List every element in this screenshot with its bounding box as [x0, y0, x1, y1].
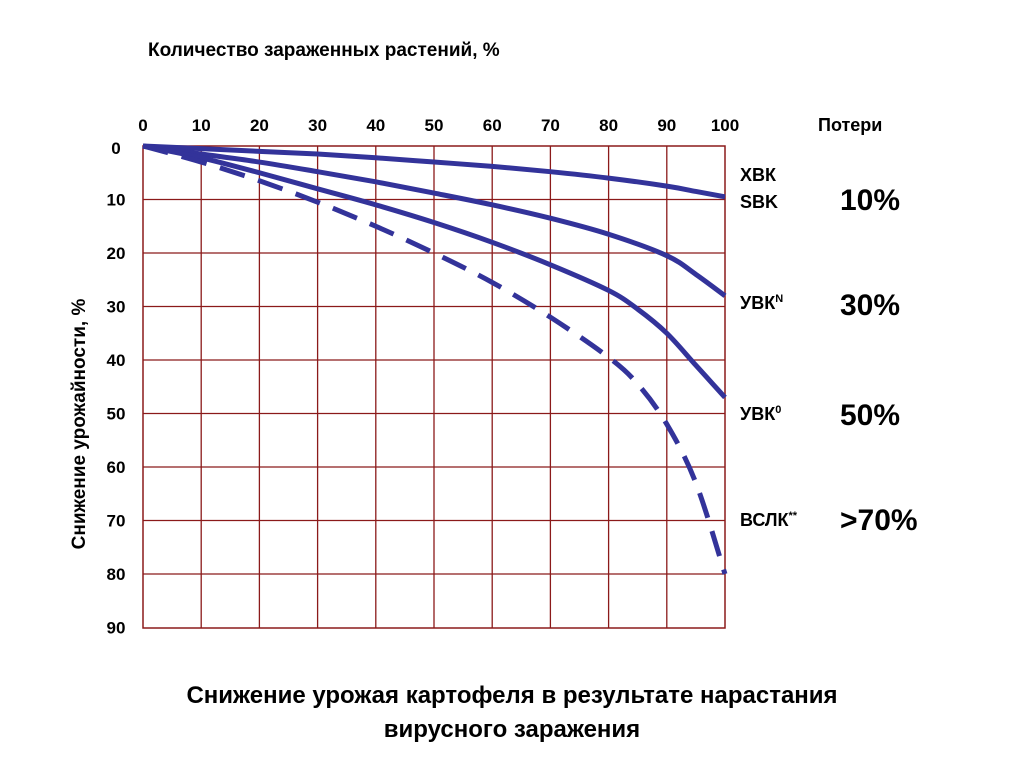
x-tick-label: 70 — [541, 116, 560, 135]
x-tick-label: 30 — [308, 116, 327, 135]
chart-title-line2: вирусного заражения — [384, 716, 640, 743]
loss-value: 10% — [840, 184, 900, 217]
series-label: SBK — [740, 192, 778, 212]
loss-value: >70% — [840, 504, 918, 537]
x-tick-label: 90 — [657, 116, 676, 135]
series-label: ВСЛК** — [740, 510, 798, 530]
series-labels: ХВК SBK 10% УВКN 30% УВК0 50% ВСЛК** >70% — [740, 165, 918, 537]
x-tick-labels: 0 10 20 30 40 50 60 70 80 90 100 — [138, 116, 739, 135]
y-axis-label: Снижение урожайности, % — [69, 299, 90, 550]
y-tick-label: 40 — [107, 351, 126, 370]
losses-header: Потери — [818, 115, 882, 135]
y-tick-label: 60 — [107, 458, 126, 477]
x-tick-label: 0 — [138, 116, 147, 135]
y-tick-label: 20 — [107, 244, 126, 263]
x-tick-label: 80 — [599, 116, 618, 135]
y-tick-label: 70 — [107, 512, 126, 531]
loss-value: 50% — [840, 399, 900, 432]
chart-title: Снижение урожая картофеля в результате н… — [186, 682, 837, 709]
series-line-4 — [142, 143, 728, 575]
x-tick-label: 100 — [711, 116, 739, 135]
series-label: УВКN — [740, 293, 783, 313]
x-tick-label: 10 — [192, 116, 211, 135]
y-tick-labels: 0 10 20 30 40 50 60 70 80 90 — [107, 139, 126, 638]
series-line-3 — [142, 143, 727, 400]
x-tick-label: 60 — [483, 116, 502, 135]
y-tick-label: 30 — [107, 298, 126, 317]
x-tick-label: 20 — [250, 116, 269, 135]
x-tick-label: 40 — [366, 116, 385, 135]
series-line-1 — [142, 143, 726, 200]
series-label: УВК0 — [740, 404, 781, 424]
y-tick-label: 50 — [107, 405, 126, 424]
series-line-2 — [142, 143, 727, 298]
y-tick-label: 0 — [111, 139, 120, 158]
series-label: ХВК — [740, 165, 777, 185]
series-lines — [142, 143, 728, 575]
series-label-superscript: 0 — [775, 404, 781, 416]
series-label-superscript: N — [775, 293, 783, 305]
y-tick-label: 90 — [107, 619, 126, 638]
x-axis-label: Количество зараженных растений, % — [148, 40, 500, 61]
loss-value: 30% — [840, 289, 900, 322]
y-tick-label: 80 — [107, 565, 126, 584]
series-label-superscript: ** — [788, 510, 797, 522]
y-tick-label: 10 — [107, 191, 126, 210]
chart-grid — [142, 145, 726, 629]
x-tick-label: 50 — [425, 116, 444, 135]
